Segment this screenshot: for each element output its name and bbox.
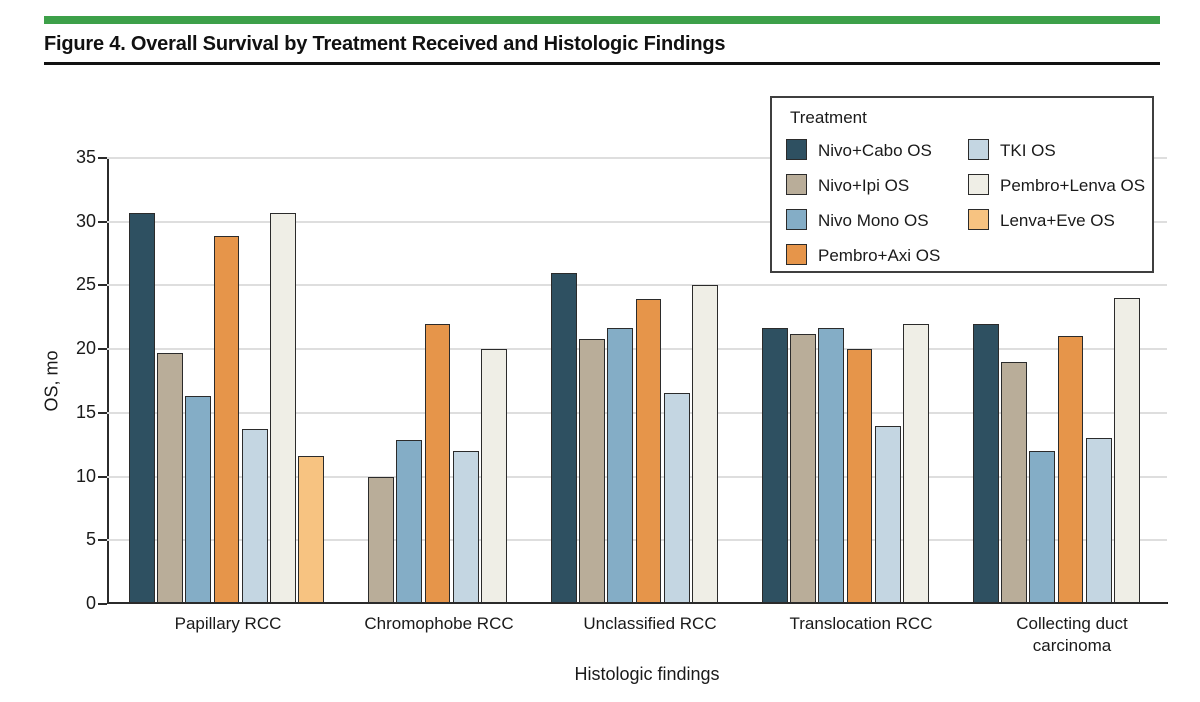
y-tick-mark — [98, 539, 107, 542]
bar — [129, 212, 155, 604]
x-category-label: Translocation RCC — [789, 614, 933, 633]
bar — [579, 338, 605, 604]
x-category-label: Chromophobe RCC — [364, 614, 514, 633]
legend-swatch — [968, 174, 989, 195]
legend-swatch — [968, 209, 989, 230]
legend-item-label: Pembro+Lenva OS — [1000, 176, 1146, 195]
x-axis-title: Histologic findings — [574, 664, 720, 684]
legend-item-label: Nivo+Ipi OS — [818, 176, 910, 195]
bar — [607, 327, 634, 604]
bar — [481, 349, 507, 604]
legend-swatch — [968, 139, 989, 160]
bar-group — [762, 158, 962, 604]
x-category-label: Collecting duct carcinoma — [1016, 614, 1128, 655]
y-tick-mark — [98, 603, 107, 605]
legend-swatch — [786, 209, 807, 230]
y-tick-label: 15 — [75, 401, 96, 422]
bar — [452, 451, 479, 604]
x-category-label: Papillary RCC — [174, 614, 282, 633]
y-tick-label: 0 — [85, 593, 96, 613]
y-tick-mark — [98, 348, 107, 351]
bar — [973, 323, 999, 604]
bar — [663, 392, 690, 604]
bar — [846, 349, 873, 604]
bar — [298, 456, 324, 604]
bar-group — [129, 158, 329, 604]
y-tick-label: 35 — [75, 147, 96, 167]
bar — [818, 327, 845, 604]
plot-area — [107, 157, 1168, 604]
gridline-30 — [107, 220, 1167, 223]
y-tick-mark — [98, 220, 107, 223]
legend-swatch — [786, 139, 807, 160]
legend-item-label: Nivo+Cabo OS — [818, 141, 932, 160]
y-tick-mark — [98, 475, 107, 478]
bar — [903, 323, 929, 604]
legend-swatch — [786, 174, 807, 195]
legend: Treatment Nivo+Cabo OS Nivo+Ipi OS Nivo Mo… — [770, 96, 1154, 273]
x-axis-line — [107, 602, 1167, 604]
y-tick-label: 30 — [75, 210, 96, 231]
bar — [270, 212, 296, 604]
y-tick-mark — [98, 411, 107, 414]
bar — [1114, 298, 1140, 604]
figure-accent-bar — [44, 16, 1160, 24]
legend-item-label: Pembro+Axi OS — [818, 246, 941, 265]
y-axis-line — [107, 158, 109, 604]
bar — [762, 327, 788, 604]
bar — [1085, 438, 1112, 604]
title-divider — [44, 62, 1160, 65]
legend-swatch — [786, 244, 807, 265]
bar — [368, 476, 394, 604]
bar — [424, 323, 451, 604]
bar — [241, 429, 268, 604]
bar — [874, 425, 901, 604]
y-tick-mark — [98, 157, 107, 159]
gridline-25 — [107, 284, 1167, 287]
bar — [1057, 336, 1084, 604]
bar — [1001, 361, 1027, 604]
legend-title: Treatment — [790, 108, 867, 127]
bar — [157, 353, 183, 604]
legend-item-label: Lenva+Eve OS — [1000, 211, 1115, 230]
y-tick-mark — [98, 284, 107, 287]
bar — [551, 272, 577, 604]
bar — [692, 285, 718, 604]
figure-title: Figure 4. Overall Survival by Treatment … — [44, 33, 726, 55]
bar — [1029, 451, 1056, 604]
bar — [213, 235, 240, 604]
legend-item-label: Nivo Mono OS — [818, 211, 929, 230]
y-tick-label: 5 — [85, 529, 96, 550]
y-tick-label: 10 — [75, 465, 96, 486]
bar — [790, 333, 816, 604]
bar — [635, 299, 662, 604]
bar-group — [340, 158, 540, 604]
x-category-label: Unclassified RCC — [583, 614, 717, 633]
gridline-35 — [107, 157, 1167, 159]
legend-item-label: TKI OS — [1000, 141, 1056, 160]
bar — [185, 396, 212, 604]
y-tick-label: 25 — [75, 274, 96, 295]
bar-group — [551, 158, 751, 604]
bar — [396, 439, 423, 604]
y-tick-label: 20 — [75, 338, 96, 359]
